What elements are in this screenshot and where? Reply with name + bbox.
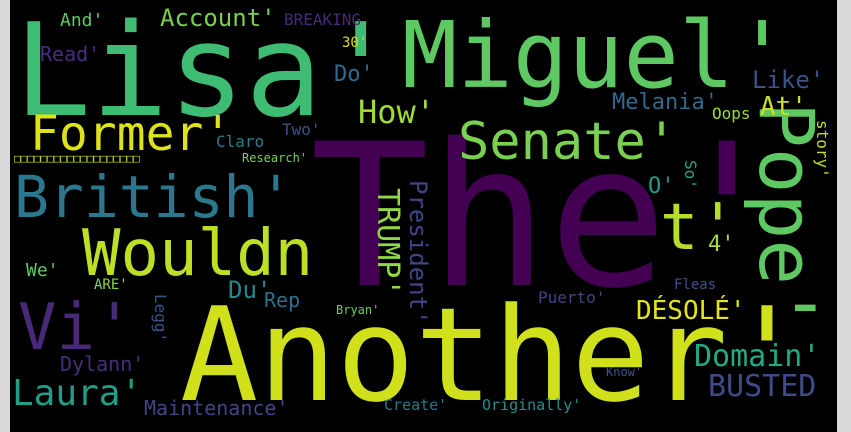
word-do: Do' (334, 62, 374, 87)
word-president: President' (404, 180, 432, 325)
word-legg: Legg' (151, 294, 170, 343)
word-research: Research' (242, 151, 308, 165)
word-breaking: BREAKING (284, 10, 362, 29)
word-account: Account' (160, 4, 276, 32)
word-british: British' (14, 163, 294, 231)
word-are: ARE' (94, 277, 128, 293)
word-we: We' (26, 260, 59, 281)
word-thirty: 30' (342, 35, 368, 51)
word-t: t' (660, 191, 738, 265)
word-miguel: Miguel' (402, 2, 790, 109)
word-story: story' (813, 120, 832, 178)
word-claro: Claro (216, 132, 265, 151)
word-two: Two' (282, 120, 321, 139)
word-o: O' (648, 174, 675, 199)
word-trump: TRUMP' (370, 188, 405, 297)
word-and: And' (60, 10, 104, 31)
right-frame-bar (837, 0, 851, 432)
word-like: Like' (752, 66, 825, 94)
word-so: So' (681, 160, 700, 189)
word-du: Du' (228, 276, 272, 304)
word-busted: BUSTED (708, 369, 817, 404)
word-lisa: Lisa' (14, 0, 400, 146)
word-rep: Rep (264, 288, 301, 312)
word-how: How' (358, 93, 436, 131)
word-originally: Originally' (482, 396, 582, 414)
word-senate: Senate' (458, 112, 678, 172)
word-former: Former' (30, 106, 233, 162)
word-another: Another' (180, 279, 807, 431)
word-puerto: Puerto' (538, 288, 606, 307)
word-oops: Oops (712, 104, 751, 123)
word-laura: Laura' (12, 373, 143, 414)
word-desole: DÉSOLÉ' (636, 296, 746, 326)
word-wouldn: Wouldn (82, 217, 314, 291)
word-melania: Melania' (612, 90, 718, 115)
word-boxes: □□□□□□□□□□□□□□□□□□□ (14, 152, 140, 165)
word-vi: Vi' (18, 291, 134, 365)
left-frame-bar (0, 0, 10, 432)
word-bryan: Bryan' (336, 303, 380, 317)
word-know: Know' (606, 365, 643, 379)
word-dylann: Dylann' (60, 352, 145, 376)
word-four: 4' (708, 232, 735, 257)
word-create: Create' (384, 396, 448, 414)
word-at: At' (760, 92, 807, 122)
word-read: Read' (40, 42, 101, 66)
word-fleas: Fleas (674, 277, 717, 293)
word-domain: Domain' (694, 339, 821, 374)
word-the: The' (310, 101, 787, 332)
word-maintenance: Maintenance' (144, 396, 289, 420)
